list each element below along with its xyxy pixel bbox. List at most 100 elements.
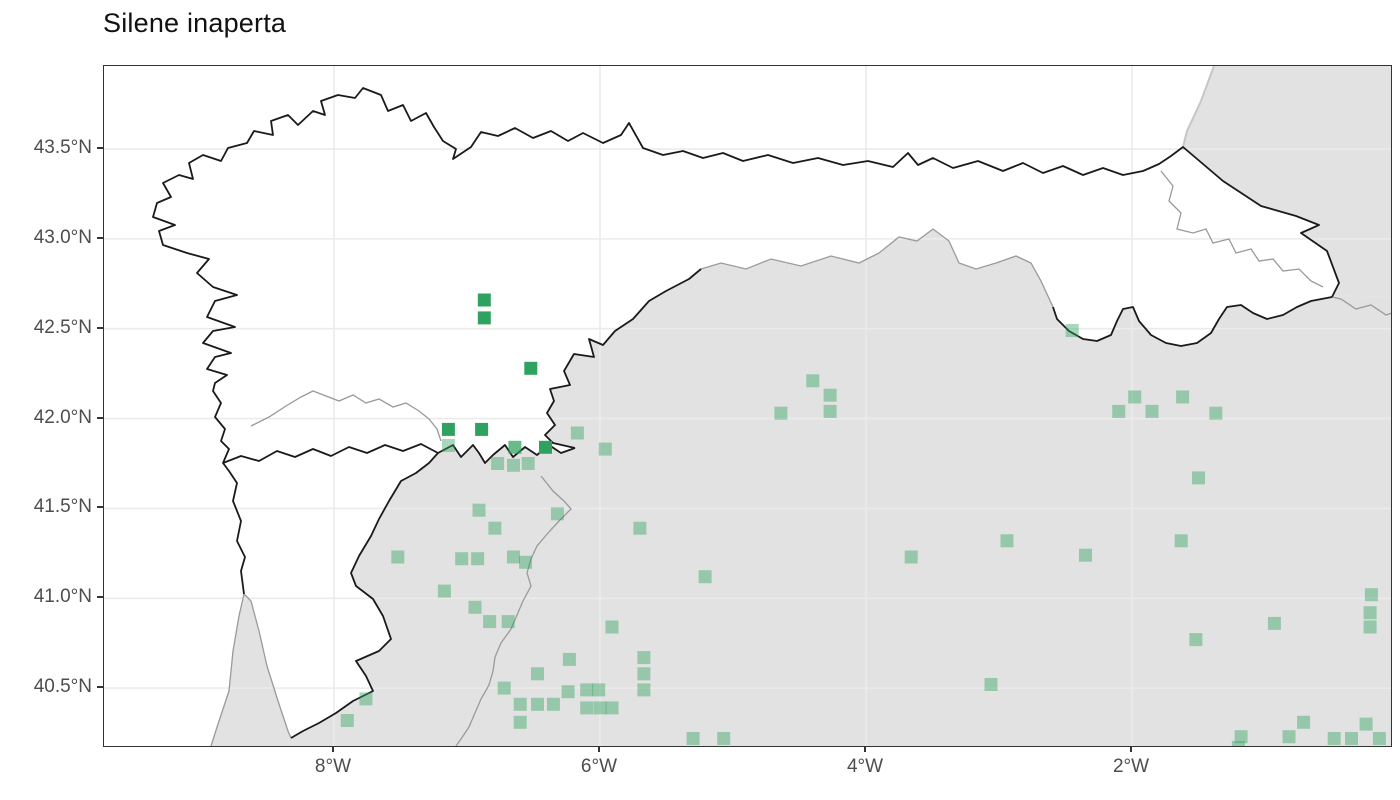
map-svg bbox=[104, 66, 1391, 746]
border-spain-portugal-north bbox=[222, 443, 576, 464]
occurrence-point bbox=[501, 615, 515, 629]
y-tick-label: 42.0°N bbox=[33, 406, 92, 428]
occurrence-point bbox=[507, 458, 520, 472]
occurrence-point bbox=[513, 715, 527, 729]
occurrence-point bbox=[468, 600, 482, 614]
x-axis: 8°W 6°W 4°W 2°W bbox=[103, 746, 1390, 791]
occurrence-point bbox=[1209, 406, 1223, 420]
occurrence-point bbox=[637, 651, 651, 665]
points-layer bbox=[340, 293, 1386, 746]
thin-border-layer bbox=[210, 66, 1391, 746]
occurrence-point bbox=[561, 685, 575, 699]
occurrence-point bbox=[1112, 404, 1126, 418]
occurrence-point bbox=[605, 701, 619, 715]
y-tick-label: 43.5°N bbox=[33, 137, 92, 159]
occurrence-point bbox=[550, 507, 564, 521]
occurrence-point bbox=[508, 440, 522, 454]
occurrence-point bbox=[580, 701, 594, 715]
occurrence-point bbox=[497, 681, 511, 695]
occurrence-point bbox=[562, 652, 576, 666]
occurrence-point bbox=[1176, 390, 1190, 404]
occurrence-point bbox=[524, 361, 538, 375]
occurrence-point bbox=[1363, 620, 1377, 634]
occurrence-point bbox=[593, 701, 607, 715]
y-tick-mark bbox=[97, 326, 103, 329]
occurrence-point bbox=[1267, 616, 1281, 630]
occurrence-point bbox=[391, 550, 405, 564]
occurrence-point bbox=[774, 406, 788, 420]
occurrence-point bbox=[441, 422, 455, 436]
y-tick-label: 41.0°N bbox=[33, 586, 92, 608]
occurrence-point bbox=[580, 683, 594, 697]
x-tick-label: 6°W bbox=[580, 756, 618, 777]
occurrence-point bbox=[637, 683, 651, 697]
occurrence-point bbox=[546, 697, 560, 711]
border-douro bbox=[455, 475, 572, 746]
occurrence-point bbox=[477, 293, 491, 307]
border-portugal-coast-south bbox=[210, 593, 245, 746]
border-wedge-east bbox=[290, 452, 439, 739]
occurrence-point bbox=[1192, 471, 1205, 485]
border-basque-south bbox=[1052, 296, 1333, 347]
coastline-layer bbox=[152, 87, 1340, 739]
occurrence-point bbox=[1297, 715, 1311, 729]
border-basque-interior bbox=[1160, 170, 1324, 288]
y-tick-mark bbox=[97, 686, 103, 689]
y-axis: 43.5°N 43.0°N 42.5°N 42.0°N 41.5°N 41.0°N 40.5… bbox=[0, 65, 103, 747]
occurrence-point bbox=[1345, 732, 1358, 745]
occurrence-point bbox=[437, 584, 451, 598]
occurrence-point bbox=[359, 692, 373, 706]
occurrence-point bbox=[1000, 534, 1014, 548]
occurrence-point bbox=[483, 615, 497, 629]
occurrence-point bbox=[1079, 548, 1092, 562]
occurrence-point bbox=[531, 667, 544, 681]
white-region-nw-portugal bbox=[223, 444, 438, 738]
gray-landmass bbox=[211, 229, 1391, 746]
occurrence-point bbox=[605, 620, 619, 634]
white-region-galicia-cantabrian bbox=[153, 88, 1339, 463]
occurrence-point bbox=[513, 697, 527, 711]
occurrence-point bbox=[1145, 404, 1159, 418]
grid-layer bbox=[104, 66, 1391, 746]
occurrence-point bbox=[637, 667, 651, 681]
occurrence-point bbox=[475, 422, 489, 436]
y-tick-mark bbox=[97, 596, 103, 599]
occurrence-point bbox=[472, 503, 486, 517]
occurrence-point bbox=[1231, 740, 1245, 746]
coastline bbox=[152, 87, 1340, 595]
occurrence-point bbox=[1364, 588, 1378, 602]
x-tick-mark bbox=[597, 746, 600, 752]
y-tick-mark bbox=[97, 506, 103, 509]
y-tick-label: 40.5°N bbox=[33, 676, 92, 698]
border-coastal-strip bbox=[243, 593, 292, 739]
occurrence-point bbox=[441, 439, 455, 452]
occurrence-point bbox=[698, 570, 712, 584]
occurrence-point bbox=[717, 732, 731, 745]
occurrence-point bbox=[598, 442, 612, 456]
occurrence-point bbox=[1065, 324, 1079, 337]
x-tick-mark bbox=[1130, 746, 1133, 752]
occurrence-point bbox=[984, 678, 998, 691]
border-ebro bbox=[1331, 296, 1391, 316]
occurrence-point bbox=[477, 311, 491, 325]
occurrence-point bbox=[633, 521, 647, 535]
occurrence-point bbox=[686, 732, 700, 745]
occurrence-point bbox=[539, 440, 552, 454]
land-layer bbox=[153, 66, 1391, 746]
occurrence-point bbox=[340, 714, 354, 727]
y-tick-mark bbox=[97, 147, 103, 150]
y-tick-label: 41.5°N bbox=[33, 496, 92, 518]
border-galicia-interior bbox=[250, 390, 442, 442]
occurrence-point bbox=[491, 457, 505, 470]
occurrence-point bbox=[823, 404, 837, 418]
occurrence-point bbox=[507, 550, 520, 564]
occurrence-point bbox=[471, 552, 485, 566]
border-galicia-castilla bbox=[544, 268, 702, 449]
occurrence-point bbox=[1234, 730, 1248, 744]
occurrence-point bbox=[806, 374, 820, 388]
occurrence-point bbox=[570, 426, 584, 440]
occurrence-point bbox=[592, 683, 606, 697]
occurrence-point bbox=[488, 521, 502, 535]
y-tick-mark bbox=[97, 236, 103, 239]
y-tick-mark bbox=[97, 416, 103, 419]
